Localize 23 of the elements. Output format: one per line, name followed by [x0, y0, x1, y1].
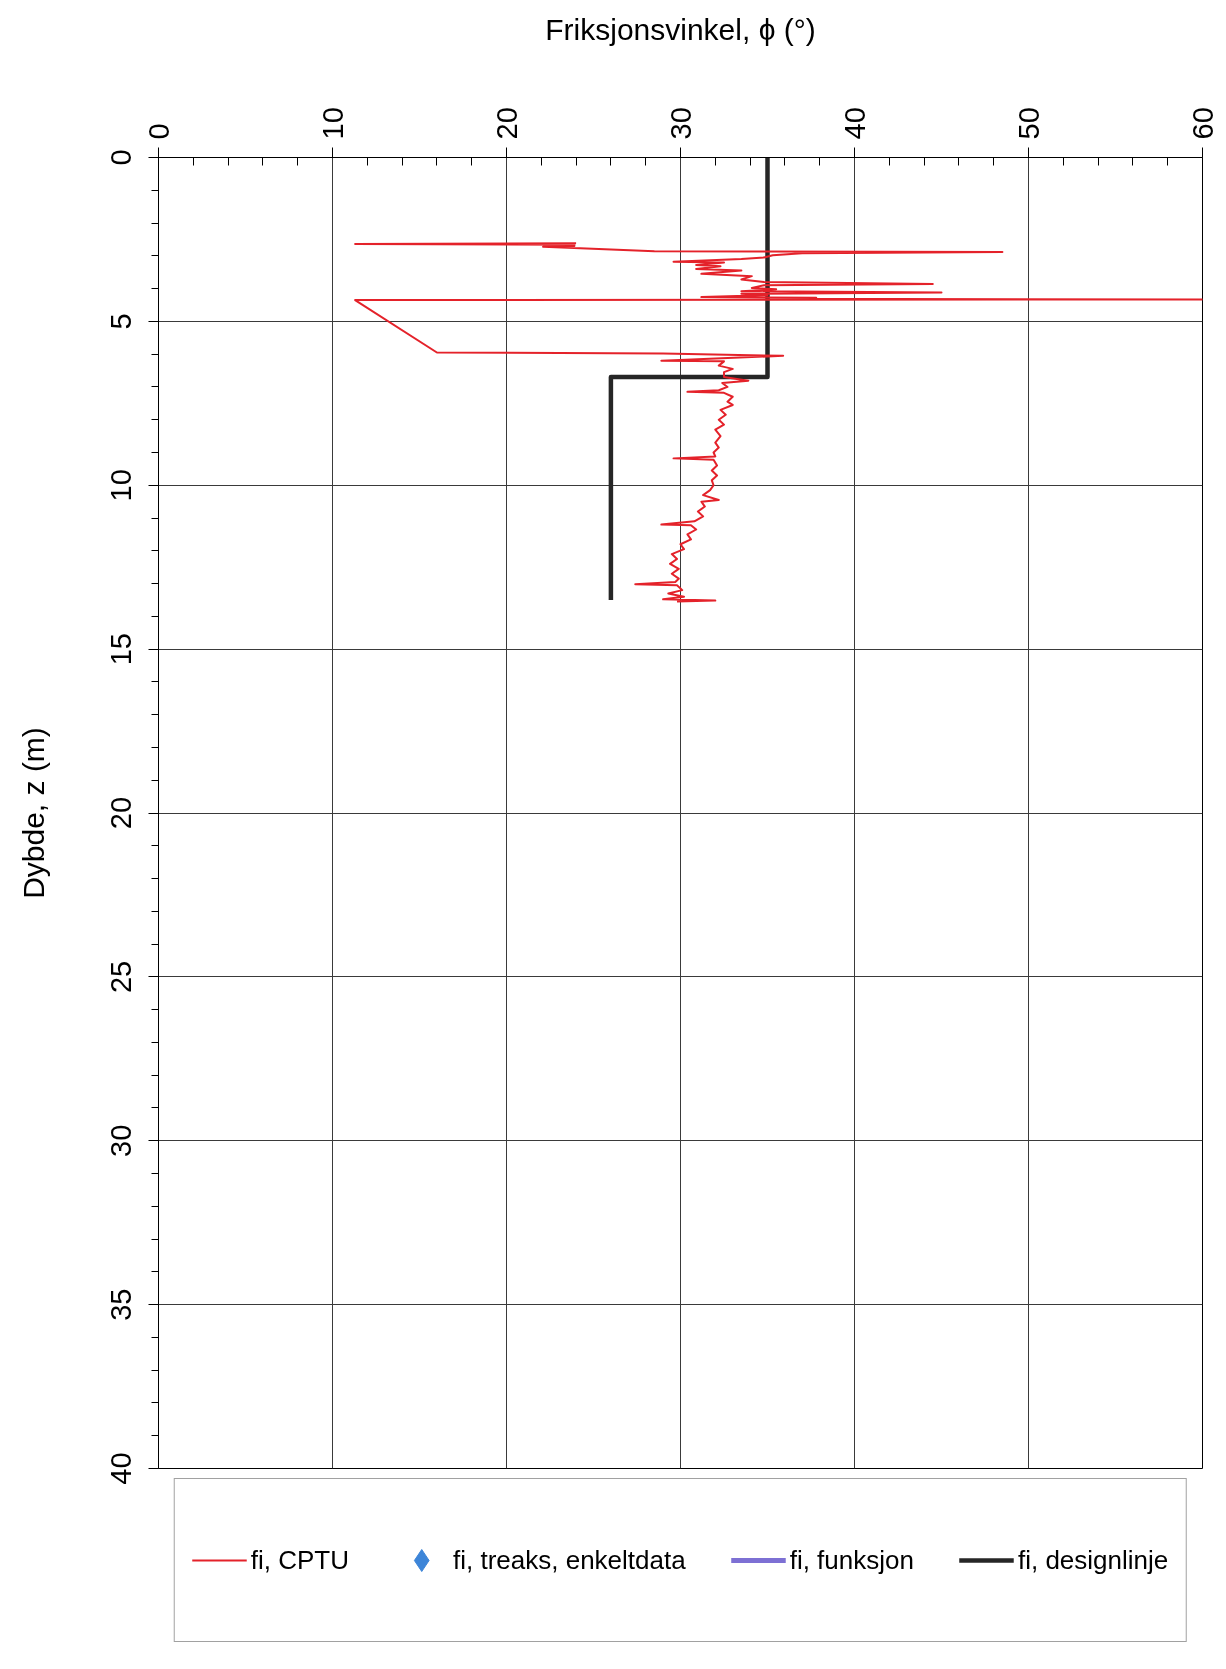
y-tick-label: 35: [104, 1288, 137, 1321]
y-axis-title: Dybde, z (m): [16, 727, 50, 899]
legend-label: fi, treaks, enkeltdata: [452, 1544, 686, 1576]
x-tick-label: 50: [1012, 107, 1045, 140]
x-tick-label: 0: [142, 123, 175, 140]
y-tick-label: 5: [104, 313, 137, 330]
y-tick-label: 30: [104, 1124, 137, 1157]
y-tick-label: 15: [104, 632, 137, 666]
legend-label: fi, funksjon: [789, 1544, 914, 1576]
y-tick-label: 40: [104, 1452, 137, 1485]
y-tick-label: 20: [104, 796, 137, 830]
y-tick-label: 25: [104, 960, 137, 993]
x-tick-label: 40: [838, 107, 871, 140]
y-tick-label: 10: [104, 469, 137, 502]
x-tick-label: 30: [664, 107, 697, 140]
x-tick-label: 20: [490, 107, 523, 140]
x-tick-label: 10: [316, 107, 349, 140]
legend-label: fi, designlinje: [1017, 1544, 1169, 1576]
x-axis-title: Friksjonsvinkel, ϕ (°): [545, 13, 816, 47]
y-tick-label: 0: [104, 149, 137, 166]
legend-label: fi, CPTU: [250, 1544, 349, 1576]
line-series: [354, 242, 1203, 603]
x-tick-label: 60: [1186, 107, 1219, 140]
